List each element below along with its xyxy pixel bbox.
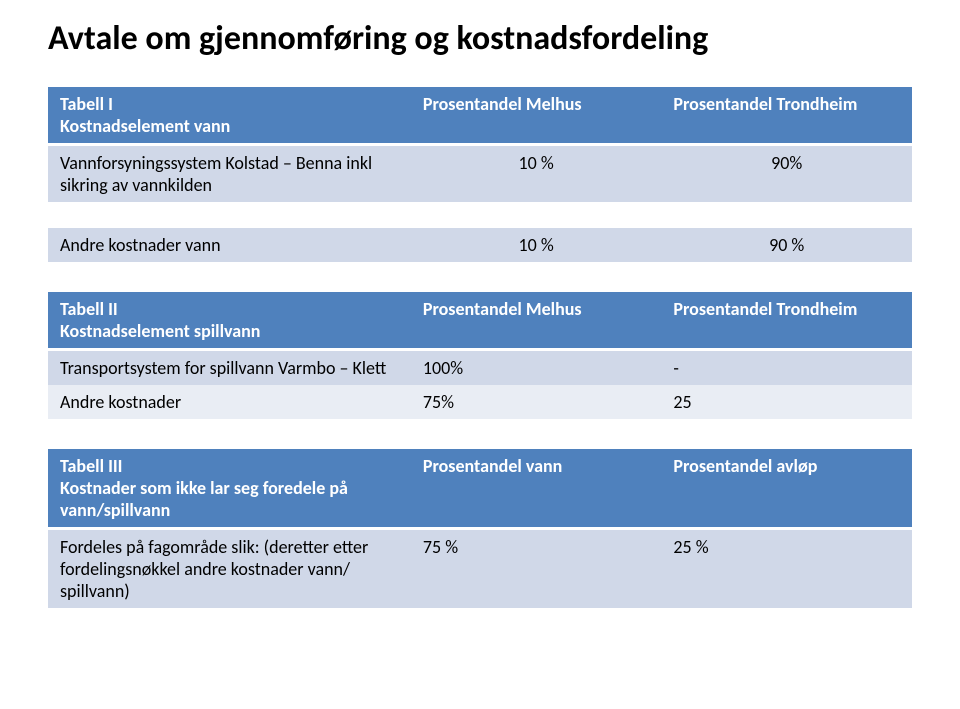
- table1-r0c1: 10 %: [411, 145, 662, 203]
- table3-r0c2: -: [661, 350, 912, 386]
- table3: Tabell IIKostnadselement spillvann Prose…: [48, 292, 912, 419]
- slide: Avtale om gjennomføring og kostnadsforde…: [0, 0, 960, 662]
- table1-col1-header: Tabell IKostnadselement vann: [48, 87, 411, 145]
- table4-col2-header: Prosentandel vann: [411, 449, 662, 529]
- table1: Tabell IKostnadselement vann Prosentande…: [48, 87, 912, 202]
- table4: Tabell IIIKostnader som ikke lar seg for…: [48, 449, 912, 608]
- table-row: Andre kostnader 75% 25: [48, 385, 912, 419]
- table3-wrap: Tabell IIKostnadselement spillvann Prose…: [48, 292, 912, 419]
- table3-col1-header-text: Tabell IIKostnadselement spillvann: [60, 298, 260, 342]
- table4-r0c2: 25 %: [661, 529, 912, 609]
- table-header-row: Tabell IIKostnadselement spillvann Prose…: [48, 292, 912, 350]
- table1-col2-header: Prosentandel Melhus: [411, 87, 662, 145]
- table-row: Andre kostnader vann 10 % 90 %: [48, 228, 912, 262]
- table4-wrap: Tabell IIIKostnader som ikke lar seg for…: [48, 449, 912, 608]
- table1-wrap: Tabell IKostnadselement vann Prosentande…: [48, 87, 912, 202]
- table1-col3-header: Prosentandel Trondheim: [661, 87, 912, 145]
- page-title: Avtale om gjennomføring og kostnadsforde…: [48, 18, 912, 59]
- table-row: Fordeles på fagområde slik: (deretter et…: [48, 529, 912, 609]
- table3-r0c1: 100%: [411, 350, 662, 386]
- table1-col1-header-line1: Tabell IKostnadselement vann: [60, 93, 230, 137]
- table4-col1-header: Tabell IIIKostnader som ikke lar seg for…: [48, 449, 411, 529]
- table-row: Transportsystem for spillvann Varmbo – K…: [48, 350, 912, 386]
- table4-r0c1: 75 %: [411, 529, 662, 609]
- table-header-row: Tabell IIIKostnader som ikke lar seg for…: [48, 449, 912, 529]
- table2-c0: Andre kostnader vann: [48, 228, 411, 262]
- table2-c2: 90 %: [661, 228, 912, 262]
- table-header-row: Tabell IKostnadselement vann Prosentande…: [48, 87, 912, 145]
- table1-r0c0: Vannforsyningssystem Kolstad – Benna ink…: [48, 145, 411, 203]
- table3-r1c1: 75%: [411, 385, 662, 419]
- table4-col3-header: Prosentandel avløp: [661, 449, 912, 529]
- table4-col1-header-text: Tabell IIIKostnader som ikke lar seg for…: [60, 455, 348, 521]
- table3-r1c0: Andre kostnader: [48, 385, 411, 419]
- table3-col3-header: Prosentandel Trondheim: [661, 292, 912, 350]
- table2: Andre kostnader vann 10 % 90 %: [48, 228, 912, 262]
- table3-col2-header: Prosentandel Melhus: [411, 292, 662, 350]
- table-row: Vannforsyningssystem Kolstad – Benna ink…: [48, 145, 912, 203]
- table2-c1: 10 %: [411, 228, 662, 262]
- table1-r0c2: 90%: [661, 145, 912, 203]
- table3-r1c2: 25: [661, 385, 912, 419]
- table3-r0c0: Transportsystem for spillvann Varmbo – K…: [48, 350, 411, 386]
- table2-wrap: Andre kostnader vann 10 % 90 %: [48, 228, 912, 262]
- table3-col1-header: Tabell IIKostnadselement spillvann: [48, 292, 411, 350]
- table4-r0c0: Fordeles på fagområde slik: (deretter et…: [48, 529, 411, 609]
